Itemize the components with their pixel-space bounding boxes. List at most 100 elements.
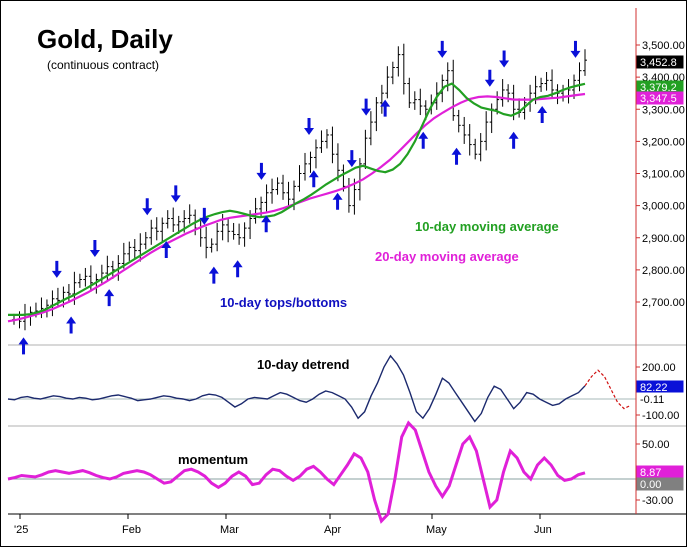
price-bar [467, 124, 472, 156]
price-bar [281, 174, 286, 200]
x-axis-tick-label: May [426, 524, 447, 536]
price-bars [12, 43, 587, 331]
up-arrow-bottom-marker [104, 289, 115, 307]
x-axis-tick-label: Apr [324, 524, 341, 536]
detrend-line [7, 354, 586, 423]
moving-averages [7, 82, 586, 323]
price-y-tick-label: 2,700.00 [642, 297, 685, 309]
down-arrow-top-marker [361, 98, 372, 116]
detrend-y-tick-label: 200.00 [642, 362, 676, 374]
down-arrow-top-marker [346, 150, 357, 168]
price-bar [121, 242, 126, 269]
down-arrow-top-marker [51, 260, 62, 278]
price-bar [539, 77, 544, 92]
price-bar [583, 49, 587, 76]
price-bar [237, 223, 242, 245]
up-arrow-bottom-marker [161, 240, 172, 258]
up-arrow-bottom-marker [332, 192, 343, 210]
price-y-tick-label: 3,300.00 [642, 104, 685, 116]
price-bar [226, 219, 231, 243]
price-bar [451, 59, 456, 121]
detrend-zero-tag: -0.11 [640, 394, 664, 406]
up-arrow-bottom-marker [18, 337, 29, 355]
price-bar [132, 239, 137, 260]
price-bar [264, 184, 269, 212]
ma20-value-tag: 3,347.5 [640, 93, 677, 105]
price-y-tick-label: 3,200.00 [642, 136, 685, 148]
up-arrow-bottom-marker [418, 131, 429, 149]
price-bar [253, 197, 258, 224]
price-bar [418, 88, 423, 116]
price-bar [215, 222, 220, 252]
price-bar [500, 79, 505, 107]
ma10-line [8, 82, 586, 316]
price-y-tick-label: 3,100.00 [642, 169, 685, 181]
momentum-zero-tag: 0.00 [640, 479, 661, 491]
detrend-y-tick-label: -100.00 [642, 410, 679, 422]
price-bar [302, 152, 307, 181]
price-bar [390, 61, 395, 85]
price-bar [374, 97, 379, 132]
down-arrow-top-marker [437, 40, 448, 58]
price-bar [143, 231, 148, 250]
price-bar [379, 84, 384, 114]
price-bar [456, 109, 461, 133]
price-bar [396, 46, 401, 77]
price-y-tick-label: 3,500.00 [642, 40, 685, 52]
momentum-line [7, 420, 586, 524]
momentum-title: momentum [178, 452, 248, 467]
price-bar [319, 130, 324, 153]
momentum-zero-tag-bg [636, 477, 684, 491]
down-arrow-top-marker [499, 50, 510, 68]
price-bar [341, 164, 346, 192]
price-bar [368, 111, 373, 146]
price-bar [127, 241, 132, 261]
detrend-value-tag: 82.22 [640, 382, 668, 394]
price-bar [171, 207, 176, 232]
price-bar [165, 210, 170, 229]
price-bar [297, 165, 302, 192]
momentum-y-tick-label: -30.00 [642, 495, 673, 507]
price-bar [110, 260, 115, 279]
down-arrow-top-marker [570, 40, 581, 58]
up-arrow-bottom-marker [66, 316, 77, 334]
down-arrow-top-marker [199, 207, 210, 225]
price-bar [385, 66, 390, 99]
price-bar [286, 181, 291, 209]
price-bar [204, 226, 209, 259]
top-bottom-arrows [18, 40, 581, 355]
price-bar [401, 43, 406, 95]
price-bar [330, 126, 335, 164]
price-bar [357, 158, 362, 201]
current-price-tag: 3,452.8 [640, 57, 677, 69]
annotation-10day-ma: 10-day moving average [415, 219, 559, 234]
price-bar [335, 143, 340, 182]
detrend-projection-line [584, 369, 631, 410]
down-arrow-top-marker [484, 69, 495, 87]
up-arrow-bottom-marker [380, 99, 391, 117]
price-y-tick-label: 2,800.00 [642, 265, 685, 277]
up-arrow-bottom-marker [232, 260, 243, 278]
ma20-value-tag-bg [636, 91, 684, 105]
annotation-20day-ma: 20-day moving average [375, 249, 519, 264]
detrend-zero-tag-bg [636, 392, 684, 406]
down-arrow-top-marker [170, 185, 181, 203]
down-arrow-top-marker [142, 198, 153, 216]
x-axis-tick-label: Jun [534, 524, 552, 536]
price-bar [187, 204, 192, 224]
price-bar [478, 133, 483, 162]
momentum-panel: 50.00 -30.00 8.870.00 [7, 420, 684, 524]
price-y-tick-label: 2,900.00 [642, 233, 685, 245]
down-arrow-top-marker [256, 162, 267, 180]
price-bar [88, 265, 93, 292]
price-bar [242, 222, 247, 247]
price-bar [270, 178, 275, 204]
annotation-10day-tops-bottoms: 10-day tops/bottoms [220, 295, 347, 310]
detrend-title: 10-day detrend [257, 357, 350, 372]
price-bar [275, 177, 280, 195]
price-bar [209, 238, 214, 253]
up-arrow-bottom-marker [308, 170, 319, 188]
x-axis-tick-label: Mar [220, 524, 239, 536]
